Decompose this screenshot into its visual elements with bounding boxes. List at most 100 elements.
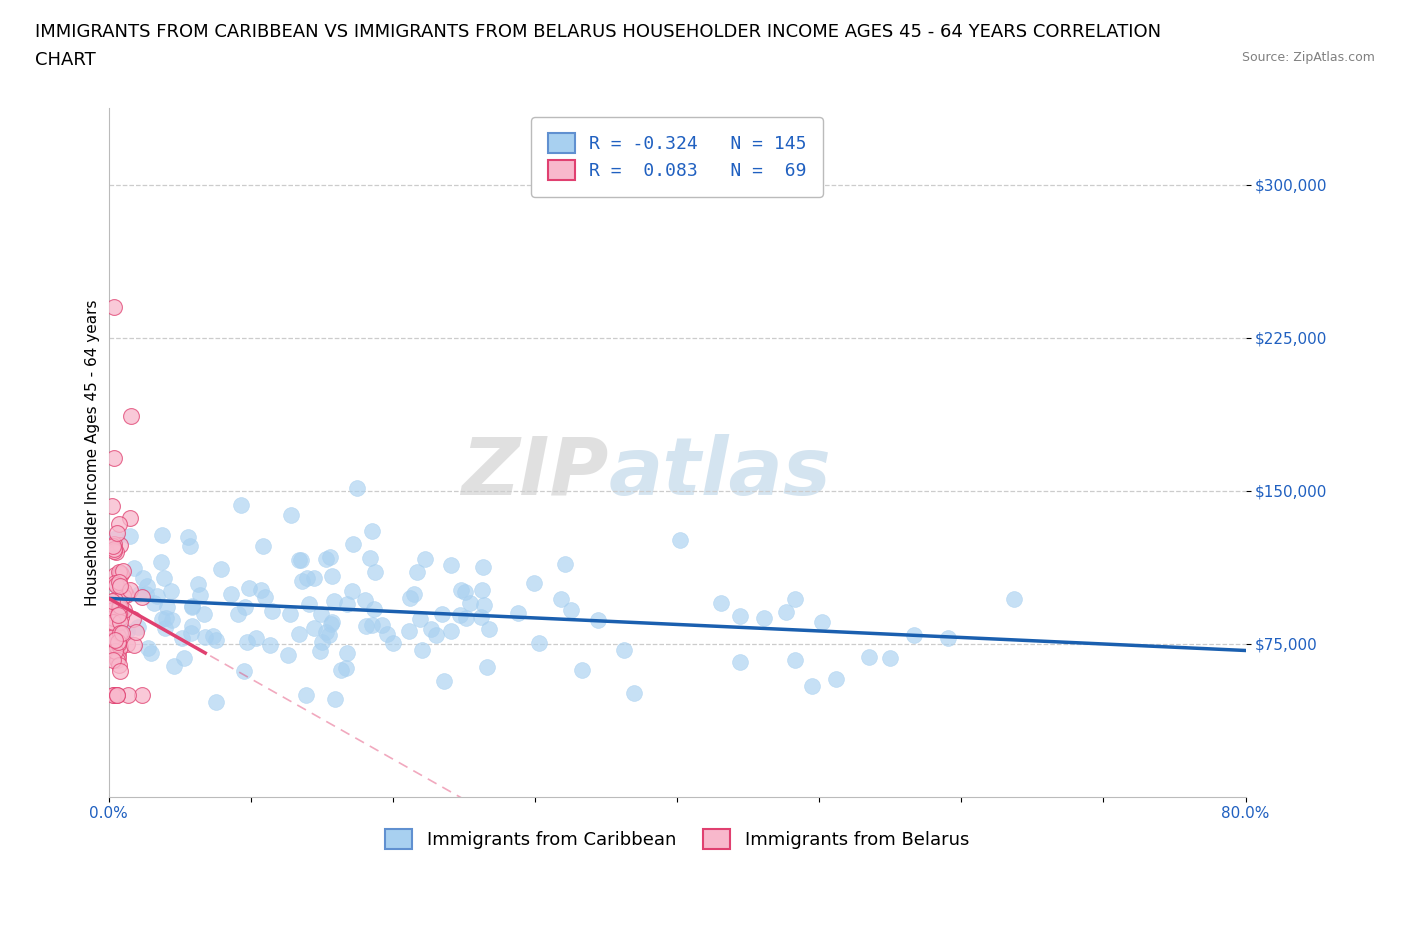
Point: [360, 524, 382, 538]
Point: [523, 576, 546, 591]
Point: [302, 570, 325, 585]
Text: atlas: atlas: [609, 434, 831, 512]
Point: [105, 653, 128, 668]
Point: [340, 584, 363, 599]
Point: [118, 511, 141, 525]
Point: [103, 615, 125, 630]
Point: [375, 627, 398, 642]
Point: [309, 606, 332, 621]
Point: [108, 625, 131, 640]
Point: [103, 687, 125, 702]
Point: [329, 663, 352, 678]
Point: [103, 299, 125, 314]
Point: [319, 617, 342, 631]
Point: [478, 621, 501, 636]
Point: [449, 607, 471, 622]
Point: [342, 537, 364, 551]
Point: [101, 687, 124, 702]
Point: [858, 650, 880, 665]
Point: [315, 551, 337, 566]
Point: [233, 600, 256, 615]
Point: [752, 611, 775, 626]
Point: [108, 579, 131, 594]
Point: [302, 620, 325, 635]
Point: [108, 516, 131, 531]
Point: [405, 565, 427, 579]
Point: [291, 573, 314, 588]
Point: [201, 629, 224, 644]
Point: [409, 612, 432, 627]
Point: [107, 637, 129, 652]
Point: [141, 645, 163, 660]
Point: [136, 578, 159, 593]
Point: [101, 603, 124, 618]
Point: [177, 529, 200, 544]
Point: [669, 533, 692, 548]
Point: [371, 618, 394, 632]
Point: [260, 604, 283, 618]
Point: [181, 599, 204, 614]
Point: [101, 538, 124, 553]
Point: [104, 644, 127, 658]
Point: [111, 626, 134, 641]
Point: [153, 571, 176, 586]
Point: [295, 688, 318, 703]
Point: [360, 618, 382, 632]
Y-axis label: Householder Income Ages 45 - 64 years: Householder Income Ages 45 - 64 years: [86, 299, 100, 605]
Point: [238, 580, 260, 595]
Point: [346, 481, 368, 496]
Point: [181, 618, 204, 633]
Point: [936, 631, 959, 645]
Point: [108, 538, 131, 552]
Point: [105, 578, 128, 593]
Point: [311, 634, 333, 649]
Point: [229, 498, 252, 512]
Point: [180, 625, 202, 640]
Text: Source: ZipAtlas.com: Source: ZipAtlas.com: [1241, 51, 1375, 64]
Point: [315, 625, 337, 640]
Point: [613, 643, 636, 658]
Point: [785, 653, 807, 668]
Point: [101, 499, 124, 514]
Point: [136, 641, 159, 656]
Point: [122, 561, 145, 576]
Text: ZIP: ZIP: [461, 434, 609, 512]
Point: [108, 663, 131, 678]
Point: [219, 587, 242, 602]
Point: [209, 561, 232, 576]
Point: [108, 575, 131, 590]
Point: [472, 598, 495, 613]
Text: IMMIGRANTS FROM CARIBBEAN VS IMMIGRANTS FROM BELARUS HOUSEHOLDER INCOME AGES 45 : IMMIGRANTS FROM CARIBBEAN VS IMMIGRANTS …: [35, 23, 1161, 41]
Point: [108, 614, 131, 629]
Point: [470, 610, 492, 625]
Point: [471, 560, 494, 575]
Point: [235, 634, 257, 649]
Point: [710, 596, 733, 611]
Point: [112, 584, 135, 599]
Point: [336, 646, 359, 661]
Point: [288, 552, 311, 567]
Point: [295, 570, 318, 585]
Point: [454, 585, 477, 600]
Point: [120, 582, 142, 597]
Point: [163, 658, 186, 673]
Point: [879, 650, 901, 665]
Point: [107, 647, 129, 662]
Point: [194, 630, 217, 644]
Point: [471, 582, 494, 597]
Point: [112, 603, 135, 618]
Point: [160, 583, 183, 598]
Point: [233, 663, 256, 678]
Point: [104, 545, 127, 560]
Point: [105, 531, 128, 546]
Point: [108, 658, 131, 672]
Point: [560, 603, 582, 618]
Point: [149, 555, 172, 570]
Point: [319, 550, 342, 565]
Point: [226, 606, 249, 621]
Point: [160, 612, 183, 627]
Point: [783, 591, 806, 606]
Point: [105, 628, 128, 643]
Point: [105, 601, 128, 616]
Point: [114, 588, 136, 603]
